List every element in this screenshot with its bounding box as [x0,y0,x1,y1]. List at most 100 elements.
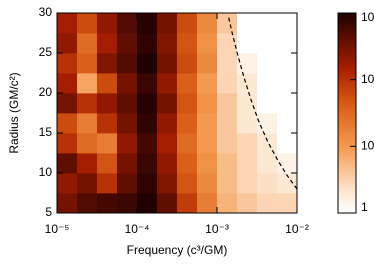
heatmap-cell [196,13,218,34]
heatmap-cell [157,73,178,94]
y-tick-label: 30 [39,5,53,19]
heatmap-cell [116,33,138,54]
heatmap-cell [96,33,118,54]
heatmap-cell [176,153,198,174]
heatmap-cell [137,73,158,94]
heatmap-cell [237,73,258,94]
heatmap-cell [77,173,98,194]
heatmap-cell [157,133,178,154]
colorbar-tick-label: 1000 [361,10,374,24]
heatmap-cell [217,93,238,114]
heatmap-cell [57,33,78,54]
heatmap-cell [77,93,98,114]
heatmap-cell [256,113,278,134]
colorbar-tick-label: 10 [361,139,374,153]
heatmap-cell [77,193,98,214]
heatmap-cell [196,193,218,214]
colorbar-tick-label: 1 [361,200,368,214]
y-tick-label: 10 [39,165,53,179]
heatmap-cell [196,73,218,94]
heatmap-cell [196,113,218,134]
colorbar-tick-label: 100 [361,72,374,86]
heatmap-cell [237,93,258,114]
heatmap-cell [57,113,78,134]
heatmap-cell [176,33,198,54]
heatmap-cell [276,193,298,214]
heatmap-cell [137,13,158,34]
heatmap-cell [96,133,118,154]
heatmap-cell [176,13,198,34]
heatmap-cell [137,113,158,134]
heatmap-cell [77,53,98,74]
y-tick-label: 5 [45,205,52,219]
heatmap-cell [217,133,238,154]
heatmap-cell [217,173,238,194]
heatmap-cell [96,73,118,94]
heatmap-cell [256,33,278,54]
heatmap-cell [77,13,98,34]
y-tick-label: 25 [39,45,53,59]
heatmap-cell [77,113,98,134]
heatmap-cell [176,53,198,74]
heatmap-cell [196,53,218,74]
heatmap-cell [116,173,138,194]
heatmap-cell [96,53,118,74]
x-tick-label: 10⁻⁴ [125,222,150,236]
heatmap-cell [176,113,198,134]
y-tick-label: 15 [39,125,53,139]
heatmap-cell [276,133,298,154]
heatmap-cell [237,153,258,174]
heatmap-cell [217,53,238,74]
heatmap-cell [57,73,78,94]
heatmap-cell [256,193,278,214]
x-tick-label: 10⁻⁵ [45,222,70,236]
heatmap-cell [57,173,78,194]
heatmap-cell [237,53,258,74]
heatmap-cell [276,93,298,114]
y-tick-label: 20 [39,85,53,99]
heatmap-cell [217,73,238,94]
heatmap-cell [116,133,138,154]
heatmap-cell [176,93,198,114]
heatmap-cell [176,133,198,154]
heatmap-cell [276,13,298,34]
heatmap-cell [276,73,298,94]
heatmap-cell [157,173,178,194]
heatmap-cell [116,13,138,34]
heatmap-cell [116,113,138,134]
heatmap-cell [137,53,158,74]
colorbar [337,12,357,214]
heatmap-cell [116,193,138,214]
heatmap-cell [137,33,158,54]
heatmap-cell [116,93,138,114]
heatmap-cell [116,53,138,74]
heatmap-cell [96,153,118,174]
heatmap-cell [157,193,178,214]
heatmap-cell [237,33,258,54]
heatmap-cell [176,73,198,94]
heatmap-cell [217,193,238,214]
heatmap-cell [57,93,78,114]
heatmap-cell [137,133,158,154]
heatmap-cell [137,193,158,214]
heatmap-cell [196,173,218,194]
heatmap-cell [96,193,118,214]
heatmap-cell [276,173,298,194]
heatmap-cell [157,153,178,174]
heatmap-cell [217,113,238,134]
heatmap-cell [276,113,298,134]
heatmap-cell [217,13,238,34]
heatmap-cell [256,133,278,154]
heatmap-cell [57,133,78,154]
heatmap-cell [137,153,158,174]
heatmap-cell [57,153,78,174]
heatmap-cell [116,153,138,174]
heatmap-cell [157,53,178,74]
heatmap-cell [196,133,218,154]
heatmap-cell [256,73,278,94]
heatmap-cell [157,13,178,34]
y-axis-label: Radius (GM/c²) [7,72,21,153]
x-tick-label: 10⁻² [285,222,309,236]
heatmap-cell [77,73,98,94]
heatmap-cell [276,53,298,74]
